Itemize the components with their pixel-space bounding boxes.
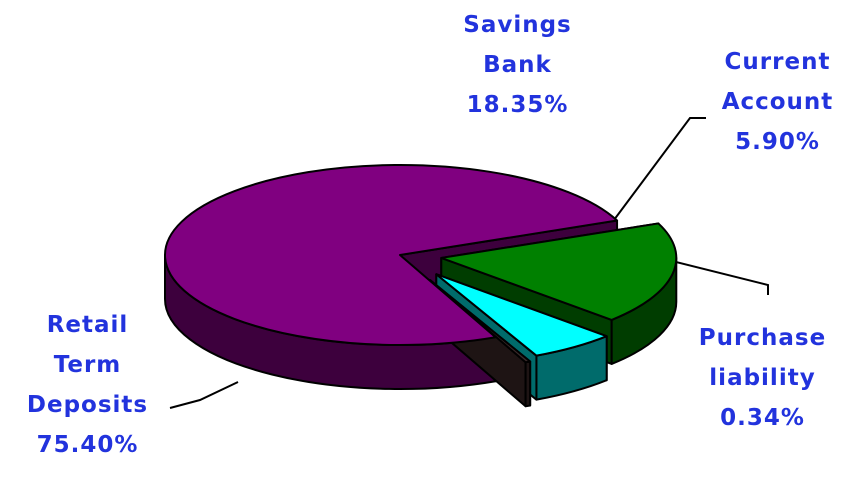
slice-name-line: Bank (483, 52, 552, 78)
slice-current-account (435, 273, 608, 357)
leader-line-current-account (604, 117, 706, 233)
slice-label-retail-term-deposits: Retail Term Deposits 75.40% (0, 305, 175, 465)
slice-name-line: Purchase (698, 325, 827, 351)
slice-savings-bank (440, 222, 678, 321)
slice-percent-label: 5.90% (735, 129, 820, 155)
slice-percent-label: 0.34% (720, 405, 805, 431)
slice-name-line: Term (53, 352, 122, 378)
slice-label-purchase-liability: Purchase liability 0.34% (675, 318, 850, 438)
slice-name-line: Current (724, 49, 831, 75)
slice-name-line: Account (721, 89, 834, 115)
slice-purchase-liability (428, 279, 532, 364)
slice-label-current-account: Current Account 5.90% (690, 42, 865, 162)
slice-name-line: Savings (463, 12, 572, 38)
slice-name-line: liability (709, 365, 816, 391)
slice-name-line: Retail (46, 312, 129, 338)
slice-retail-term-deposits (164, 164, 619, 346)
pie-tops (164, 164, 678, 364)
slice-name-line: Deposits (26, 392, 149, 418)
slice-percent-label: 75.40% (36, 432, 139, 458)
slice-side-purchase-liability (524, 360, 532, 408)
leader-line-retail-term-deposits (169, 381, 239, 409)
slice-percent-label: 18.35% (466, 92, 569, 118)
slice-label-savings-bank: Savings Bank 18.35% (430, 5, 605, 125)
